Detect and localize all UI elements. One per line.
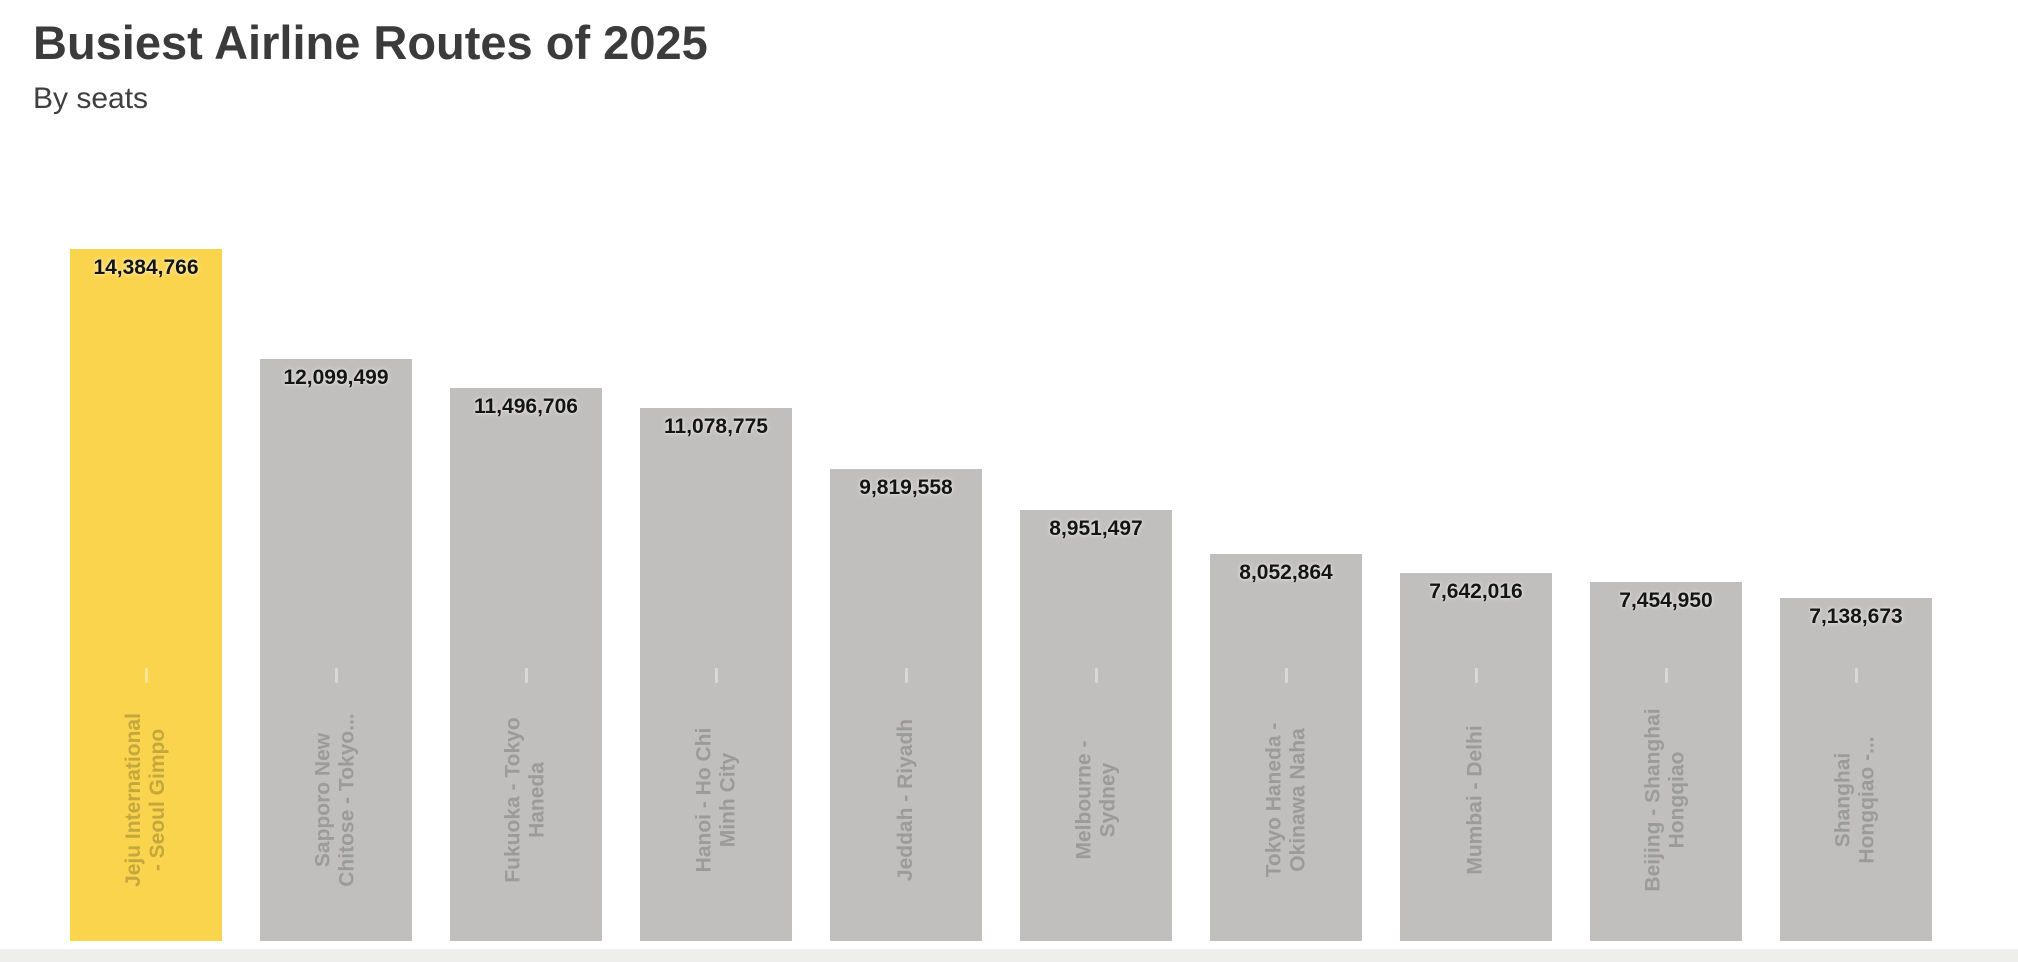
chart-title: Busiest Airline Routes of 2025 [33, 16, 708, 69]
bar-category-label: Melbourne - Sydney [1072, 740, 1119, 860]
bar-category-label: Fukuoka - Tokyo Haneda [502, 717, 550, 883]
axis-tick [904, 668, 908, 683]
axis-tick [144, 668, 148, 683]
bar-5[interactable]: 9,819,558 [830, 469, 982, 941]
bar-category-label: Tokyo Haneda - Okinawa Naha [1262, 722, 1309, 878]
bar-category-label: Sapporo New Chitose - Tokyo... [312, 713, 359, 887]
bar-9[interactable]: 7,454,950 [1590, 582, 1742, 941]
bar-value-label: 8,052,864 [1239, 561, 1333, 584]
axis-tick [1474, 668, 1478, 683]
bar-3[interactable]: 11,496,706 [450, 388, 602, 941]
bar-value-label: 7,138,673 [1809, 605, 1903, 628]
bar-category-label: Jeju International - Seoul Gimpo [122, 713, 169, 887]
bar-2[interactable]: 12,099,499 [260, 359, 412, 941]
bar-10[interactable]: 7,138,673 [1780, 598, 1932, 941]
bar-value-label: 12,099,499 [283, 366, 389, 389]
bar-value-label: 9,819,558 [859, 476, 953, 499]
bar-value-label: 11,078,775 [664, 415, 768, 438]
bar-value-label: 8,951,497 [1049, 517, 1143, 540]
bar-4[interactable]: 11,078,775 [640, 408, 792, 941]
bar-7[interactable]: 8,052,864 [1210, 554, 1362, 941]
chart-subtitle: By seats [33, 81, 149, 115]
bar-category-label: Mumbai - Delhi [1464, 725, 1487, 875]
bar-value-label: 7,642,016 [1429, 580, 1523, 603]
bar-category-label: Beijing - Shanghai Hongqiao [1642, 708, 1689, 892]
axis-tick [1854, 668, 1858, 683]
bar-value-label: 14,384,766 [93, 256, 199, 279]
bar-category-label: Jeddah - Riyadh [894, 718, 918, 882]
bar-value-label: 11,496,706 [474, 395, 578, 418]
axis-tick [714, 668, 718, 683]
bottom-strip [0, 949, 2018, 962]
bar-6[interactable]: 8,951,497 [1020, 510, 1172, 941]
bar-8[interactable]: 7,642,016 [1400, 573, 1552, 941]
axis-tick [1664, 668, 1668, 683]
bar-value-label: 7,454,950 [1619, 589, 1713, 612]
axis-tick [1094, 668, 1098, 683]
axis-tick [1284, 668, 1288, 683]
chart-header: Busiest Airline Routes of 2025 By seats [33, 14, 708, 117]
bar-category-label: Shanghai Hongqiao -... [1832, 736, 1879, 864]
bar-1[interactable]: 14,384,766 [70, 249, 222, 941]
bar-category-label: Hanoi - Ho Chi Minh City [692, 727, 739, 873]
axis-tick [524, 668, 528, 683]
axis-tick [334, 668, 338, 683]
